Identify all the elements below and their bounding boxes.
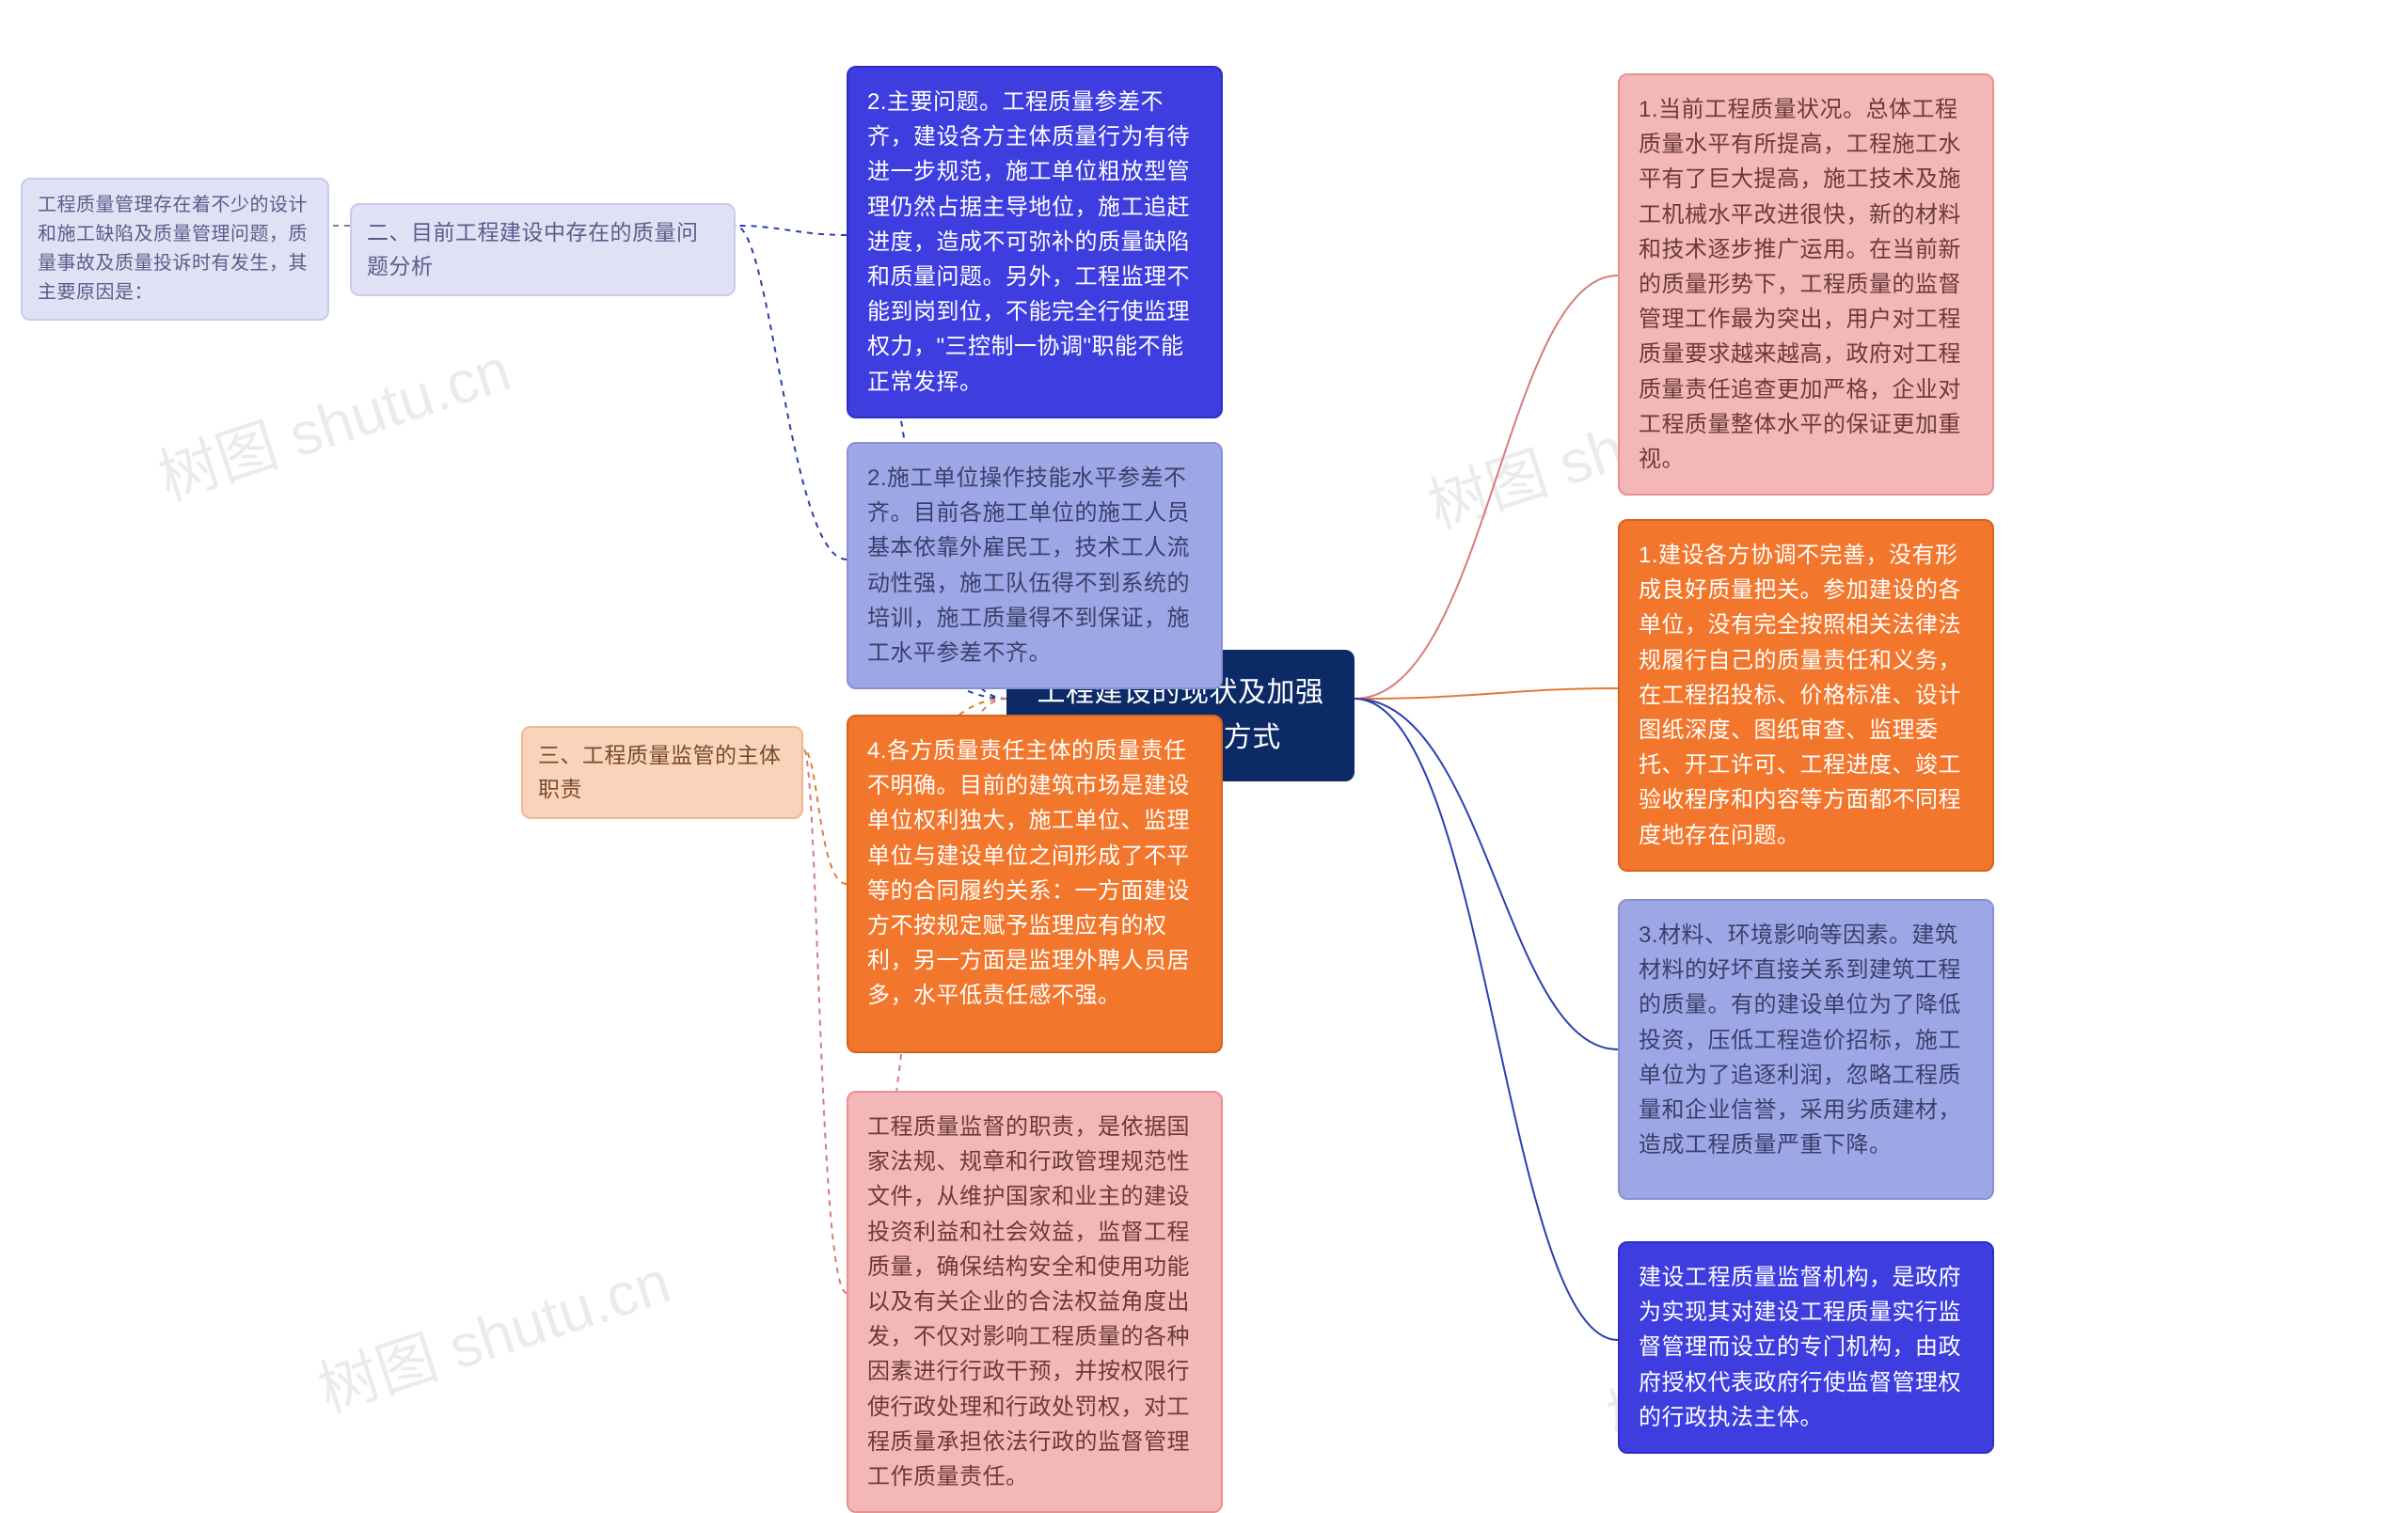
node-right-2[interactable]: 1.建设各方协调不完善，没有形成良好质量把关。参加建设的各单位，没有完全按照相关… [1618,519,1994,872]
watermark: 树图 shutu.cn [146,322,519,516]
node-right-1[interactable]: 1.当前工程质量状况。总体工程质量水平有所提高，工程施工水平有了巨大提高，施工技… [1618,73,1994,496]
section-2-label[interactable]: 二、目前工程建设中存在的质量问题分析 [350,203,736,296]
watermark: 树图 shutu.cn [306,1234,679,1428]
section-2-leaf[interactable]: 工程质量管理存在着不少的设计和施工缺陷及质量管理问题，质量事故及质量投诉时有发生… [21,178,329,321]
node-right-4[interactable]: 建设工程质量监督机构，是政府为实现其对建设工程质量实行监督管理而设立的专门机构，… [1618,1241,1994,1454]
node-left-4[interactable]: 工程质量监督的职责，是依据国家法规、规章和行政管理规范性文件，从维护国家和业主的… [847,1091,1223,1513]
section-3-label[interactable]: 三、工程质量监管的主体职责 [521,726,803,819]
node-left-2[interactable]: 2.施工单位操作技能水平参差不齐。目前各施工单位的施工人员基本依靠外雇民工，技术… [847,442,1223,689]
node-right-3[interactable]: 3.材料、环境影响等因素。建筑材料的好坏直接关系到建筑工程的质量。有的建设单位为… [1618,899,1994,1200]
node-left-1[interactable]: 2.主要问题。工程质量参差不齐，建设各方主体质量行为有待进一步规范，施工单位粗放… [847,66,1223,418]
node-left-3[interactable]: 4.各方质量责任主体的质量责任不明确。目前的建筑市场是建设单位权利独大，施工单位… [847,715,1223,1053]
